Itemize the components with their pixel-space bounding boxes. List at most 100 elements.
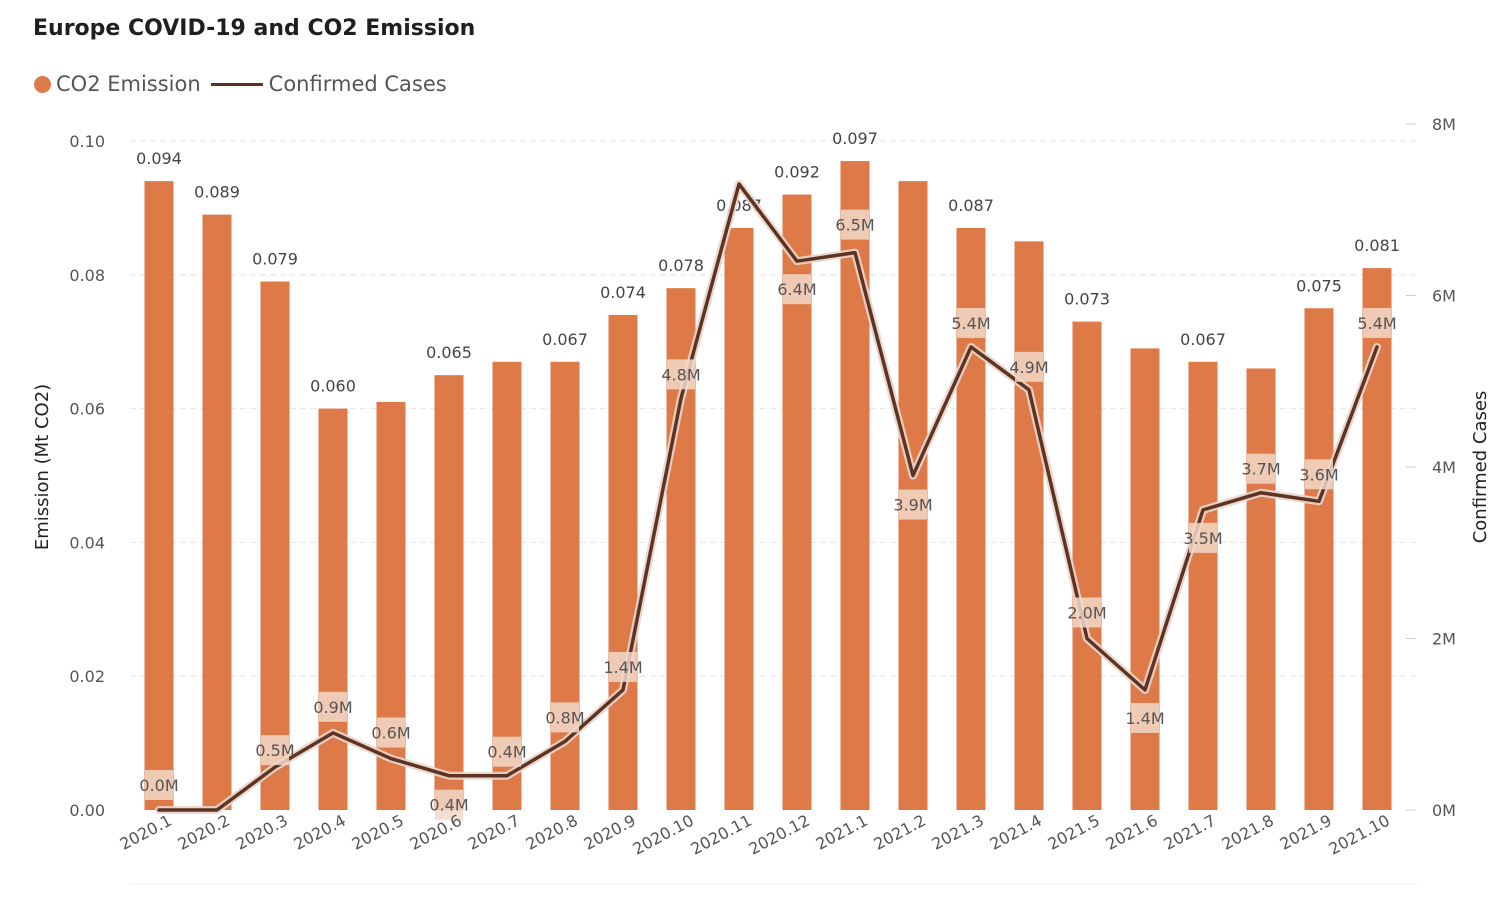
line-label: 0.5M: [255, 741, 294, 760]
x-tick: 2020.3: [233, 811, 291, 854]
y-right-tick: 8M: [1432, 115, 1456, 134]
bar-label: 0.067: [542, 330, 588, 349]
y-left-tick: 0.04: [69, 533, 105, 552]
y-axis-left-title: Emission (Mt CO2): [32, 384, 53, 550]
bars: [144, 161, 1392, 811]
line-label-bg: [1131, 702, 1159, 733]
bar: [144, 181, 174, 810]
y-axis-left: 0.00 0.02 0.04 0.06 0.08 0.10: [69, 132, 105, 820]
bar: [492, 361, 522, 810]
x-tick: 2021.5: [1045, 811, 1103, 854]
line-label: 2.0M: [1067, 604, 1106, 623]
x-tick: 2020.7: [465, 811, 523, 854]
y-left-tick: 0.10: [69, 132, 105, 151]
line-label-bg: [319, 691, 347, 722]
y-right-tick: 6M: [1432, 287, 1456, 306]
line-label: 3.5M: [1183, 529, 1222, 548]
x-tick: 2021.10: [1326, 811, 1393, 859]
y-right-tick: 0M: [1432, 801, 1456, 820]
x-tick: 2021.1: [813, 811, 871, 854]
line-label: 1.4M: [603, 658, 642, 677]
legend: CO2 Emission Confirmed Cases: [34, 70, 447, 98]
y-right-tick: 4M: [1432, 458, 1456, 477]
line-label: 4.8M: [661, 365, 700, 384]
x-tick: 2020.5: [349, 811, 407, 854]
x-tick: 2020.10: [630, 811, 697, 859]
line-label: 5.4M: [951, 314, 990, 333]
line-label: 3.9M: [893, 496, 932, 515]
bar-label: 0.078: [658, 256, 704, 275]
bar: [318, 408, 348, 810]
line-label: 1.4M: [1125, 709, 1164, 728]
bar: [1304, 308, 1334, 810]
x-tick: 2020.4: [291, 811, 349, 854]
x-tick: 2021.9: [1277, 811, 1335, 854]
bar-label: 0.074: [600, 283, 646, 302]
line-label-bg: [1247, 453, 1275, 484]
bar-label: 0.081: [1354, 236, 1400, 255]
line-label-bg: [261, 735, 289, 766]
line-label: 0.9M: [313, 698, 352, 717]
x-tick: 2020.11: [688, 811, 755, 859]
x-tick: 2020.12: [746, 811, 813, 859]
line-label: 0.4M: [487, 743, 526, 762]
line-label: 3.7M: [1241, 460, 1280, 479]
bar: [1014, 241, 1044, 811]
bar-label: 0.060: [310, 377, 356, 396]
legend-cases-line: [210, 82, 263, 86]
bar: [1072, 321, 1102, 810]
y-left-tick: 0.00: [69, 801, 105, 820]
bar: [434, 375, 464, 810]
x-tick: 2020.9: [581, 811, 639, 854]
line-label-bg: [435, 789, 463, 820]
line-label-bg: [667, 359, 695, 390]
line-labels: 0.0M 0.5M 0.9M 0.6M 0.4M 0.4M 0.8M 1.4M 4.8M 6.4M…: [139, 209, 1397, 820]
line-label: 0.8M: [545, 708, 584, 727]
cases-line: [155, 180, 1381, 814]
legend-co2-label: CO2 Emission: [56, 72, 201, 96]
line-label: 0.4M: [429, 796, 468, 815]
x-tick: 2021.4: [987, 811, 1045, 854]
bar-label: 0.094: [136, 149, 182, 168]
y-right-tick: 2M: [1432, 630, 1456, 649]
line-label-bg: [493, 736, 521, 767]
bar-label: 0.092: [774, 163, 820, 182]
x-tick: 2021.7: [1161, 811, 1219, 854]
line-label: 4.9M: [1009, 358, 1048, 377]
x-tick: 2021.6: [1103, 811, 1161, 854]
bar: [260, 281, 290, 810]
line-label-bg: [841, 209, 869, 240]
bar-label: 0.073: [1064, 290, 1110, 309]
bar-label: 0.065: [426, 343, 472, 362]
x-tick: 2021.8: [1219, 811, 1277, 854]
line-label: 0.0M: [139, 776, 178, 795]
x-tick: 2021.3: [929, 811, 987, 854]
bar-label: 0.075: [1296, 276, 1342, 295]
line-label-bg: [145, 770, 173, 800]
y-left-tick: 0.08: [69, 266, 105, 285]
y-axis-right: 0M 2M 4M 6M 8M: [1432, 115, 1456, 820]
legend-cases-label: Confirmed Cases: [268, 72, 447, 96]
bar-label: 0.079: [252, 249, 298, 268]
line-label-bg: [1305, 459, 1333, 490]
bar-label: 0.067: [1180, 330, 1226, 349]
line-label-bg: [1073, 597, 1101, 628]
bar: [1188, 361, 1218, 810]
y-left-tick: 0.02: [69, 667, 105, 686]
line-label-bg: [377, 717, 405, 748]
line-label-bg: [899, 489, 927, 520]
bar-label: 0.089: [194, 183, 240, 202]
line-label-bg: [1015, 351, 1043, 382]
bar-labels: 0.094 0.089 0.079 0.060 0.065 0.067 0.074 0.078…: [136, 129, 1400, 396]
x-tick: 2020.2: [175, 811, 233, 854]
cases-line-path: [157, 182, 1379, 812]
line-label-bg: [609, 651, 637, 682]
bar: [1130, 348, 1160, 810]
x-axis: 2020.1 2020.2 2020.3 2020.4 2020.5 2020.6 2020…: [117, 811, 1393, 859]
bar: [724, 227, 754, 811]
bar-label: 0.087: [948, 196, 994, 215]
bar: [840, 161, 870, 810]
line-label: 6.4M: [777, 280, 816, 299]
line-label: 6.5M: [835, 216, 874, 235]
